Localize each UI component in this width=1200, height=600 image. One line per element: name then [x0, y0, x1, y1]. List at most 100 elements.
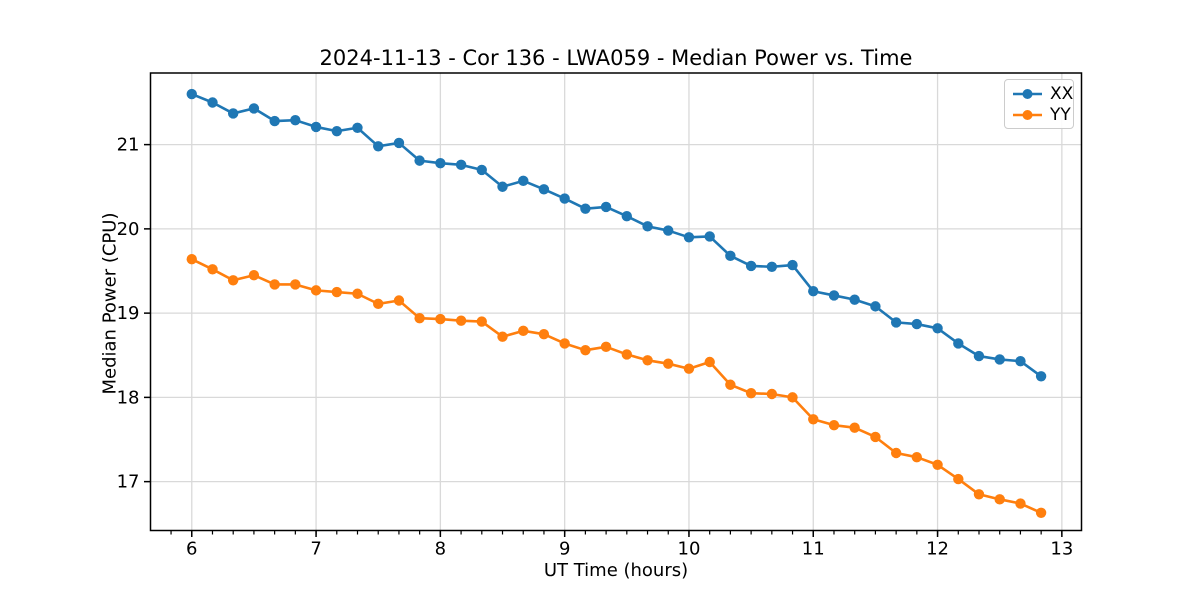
x-tick-label: 7: [310, 539, 321, 560]
data-point-xx: [580, 203, 591, 214]
data-point-yy: [414, 312, 425, 324]
series-line-xx: [190, 92, 1043, 378]
data-point-xx: [393, 137, 405, 149]
data-point-yy: [497, 331, 508, 342]
data-point-xx: [497, 181, 508, 192]
data-point-xx: [911, 318, 922, 330]
data-point-xx: [1015, 355, 1026, 367]
data-point-yy: [435, 313, 446, 325]
data-point-xx: [890, 317, 902, 328]
data-point-yy: [1015, 498, 1026, 509]
data-point-yy: [600, 341, 612, 353]
data-point-yy: [455, 315, 467, 326]
data-point-xx: [621, 211, 633, 222]
data-point-xx: [953, 338, 964, 349]
legend-label-yy: YY: [1050, 104, 1071, 125]
x-tick-label: 8: [435, 539, 446, 560]
data-point-xx: [373, 141, 384, 152]
data-point-xx: [186, 88, 197, 100]
data-point-xx: [1035, 371, 1047, 382]
legend-label-xx: XX: [1050, 83, 1074, 104]
data-point-yy: [352, 288, 363, 299]
y-tick-label: 20: [117, 219, 140, 240]
data-point-xx: [849, 294, 860, 305]
y-tick-label: 19: [117, 303, 140, 324]
data-point-xx: [870, 301, 881, 312]
data-point-xx: [248, 103, 260, 114]
data-point-yy: [828, 419, 840, 431]
data-point-xx: [808, 286, 819, 297]
data-point-yy: [207, 264, 218, 275]
data-point-xx: [683, 232, 695, 243]
data-point-xx: [704, 231, 715, 242]
data-point-xx: [476, 164, 487, 176]
data-point-yy: [559, 338, 570, 349]
data-point-yy: [248, 270, 260, 281]
chart-title: 2024-11-13 - Cor 136 - LWA059 - Median P…: [319, 46, 913, 70]
data-point-yy: [1035, 507, 1047, 519]
data-point-yy: [745, 387, 757, 399]
data-point-yy: [186, 254, 197, 265]
data-point-xx: [518, 175, 529, 187]
data-point-xx: [207, 97, 218, 108]
data-point-xx: [663, 225, 674, 236]
data-point-xx: [766, 261, 778, 272]
data-point-yy: [518, 325, 529, 337]
data-point-xx: [600, 201, 612, 213]
data-point-xx: [994, 354, 1005, 365]
data-point-yy: [310, 285, 322, 296]
data-point-yy: [808, 414, 819, 425]
data-point-yy: [373, 298, 384, 310]
data-point-xx: [310, 121, 322, 133]
legend: XX YY: [1004, 79, 1074, 129]
data-point-yy: [766, 388, 778, 400]
legend-row-xx: XX: [1012, 83, 1073, 104]
data-point-xx: [642, 221, 653, 232]
data-point-yy: [994, 494, 1005, 505]
data-point-yy: [725, 379, 736, 390]
x-tick-label: 13: [1050, 539, 1073, 560]
data-point-yy: [870, 431, 881, 443]
legend-line-sample-yy: [1013, 109, 1042, 120]
data-point-yy: [663, 358, 674, 369]
data-point-xx: [290, 114, 301, 126]
data-point-yy: [642, 355, 653, 366]
data-point-xx: [973, 350, 985, 362]
x-tick-label: 10: [678, 539, 701, 560]
data-point-xx: [435, 157, 446, 169]
data-point-yy: [787, 392, 798, 403]
legend-line-sample-xx: [1013, 88, 1042, 99]
x-tick-label: 9: [559, 539, 570, 560]
data-point-xx: [828, 290, 840, 301]
data-point-yy: [290, 279, 301, 290]
series-line-yy: [190, 257, 1043, 515]
data-point-xx: [559, 193, 570, 204]
data-point-yy: [331, 286, 343, 298]
data-point-yy: [704, 356, 715, 368]
data-point-xx: [414, 155, 425, 166]
data-point-yy: [227, 275, 239, 286]
data-point-yy: [849, 422, 860, 433]
data-point-xx: [745, 260, 757, 272]
data-point-yy: [580, 345, 591, 356]
data-point-xx: [787, 259, 798, 271]
data-point-xx: [725, 250, 736, 262]
data-point-yy: [890, 447, 902, 459]
data-point-xx: [538, 184, 550, 195]
y-tick-label: 18: [117, 387, 140, 408]
data-point-yy: [973, 489, 985, 500]
y-tick-label: 21: [117, 135, 140, 156]
y-axis-label: Median Power (CPU): [99, 212, 121, 395]
y-tick-label: 17: [117, 472, 140, 493]
data-point-yy: [621, 349, 633, 360]
x-tick-label: 6: [186, 539, 197, 560]
data-point-yy: [953, 473, 964, 485]
data-point-yy: [538, 328, 550, 340]
data-point-yy: [269, 279, 280, 290]
data-point-xx: [455, 159, 467, 171]
legend-row-yy: YY: [1012, 104, 1071, 125]
data-point-xx: [932, 323, 943, 334]
data-point-xx: [331, 125, 343, 137]
